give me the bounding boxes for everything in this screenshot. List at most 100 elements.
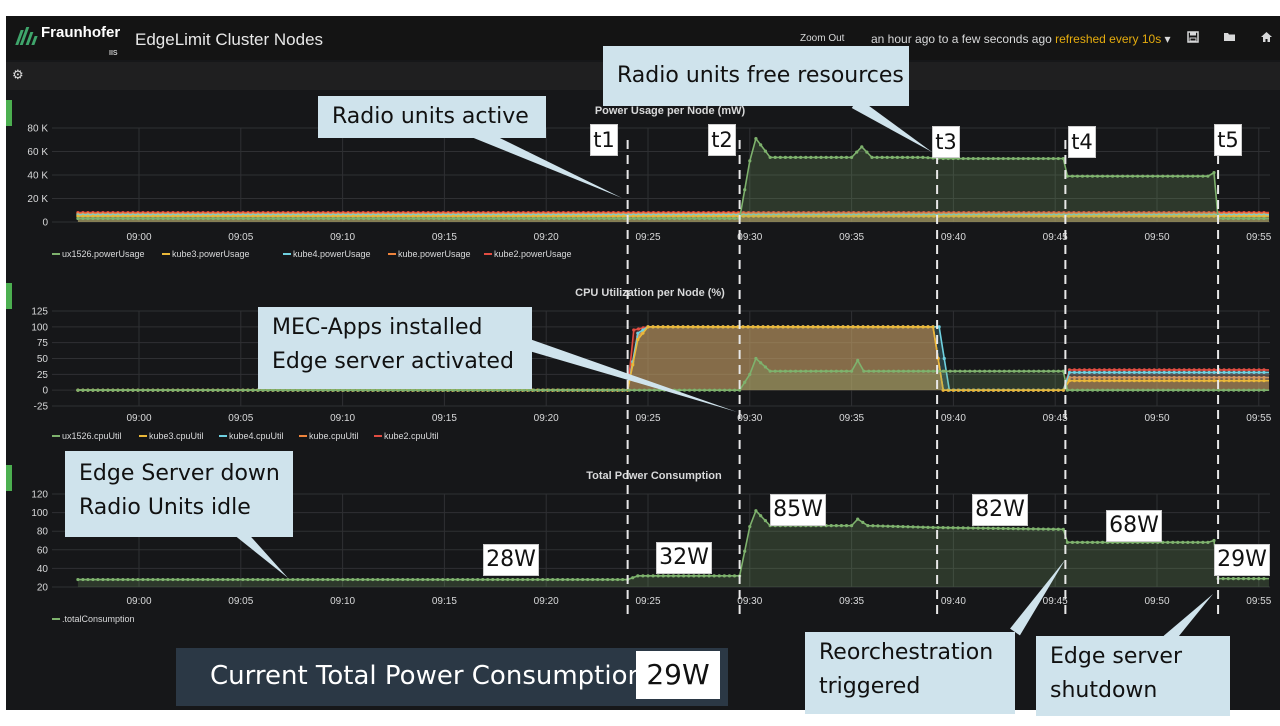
dashboard-title[interactable]: EdgeLimit Cluster Nodes [135,30,324,49]
time-range-text: an hour ago to a few seconds ago [871,32,1052,46]
data-point [856,325,860,329]
folder-icon[interactable] [1223,31,1237,46]
data-point [763,519,768,523]
data-point [773,155,777,159]
data-point [1092,379,1096,383]
x-tick-label: 09:50 [1144,232,1169,243]
data-point [686,325,690,329]
data-point [1036,527,1040,531]
data-point [542,388,546,392]
data-point [1182,379,1186,383]
data-point [1112,370,1116,375]
data-point [748,372,752,376]
data-point [1102,379,1106,383]
data-point [216,216,220,221]
data-point [442,388,446,392]
data-point [1031,156,1035,161]
save-icon[interactable] [1187,31,1199,46]
data-point [296,577,300,582]
data-point [211,577,215,582]
home-icon[interactable] [1260,31,1273,46]
gear-icon[interactable]: ⚙ [12,67,24,82]
time-range-picker[interactable]: an hour ago to a few seconds ago refresh… [871,32,1171,46]
data-point [1242,368,1246,372]
data-point [846,325,850,329]
data-point [351,577,355,582]
data-point [191,577,195,582]
data-point [121,216,125,221]
data-point [372,388,376,392]
data-point [1012,369,1016,373]
data-point [347,388,351,392]
data-point [865,150,869,154]
data-point [776,214,781,218]
data-point [532,216,536,221]
data-point [1247,388,1251,392]
data-point [1065,388,1070,392]
data-point [783,369,788,373]
data-point [1102,370,1106,375]
data-point [696,325,700,329]
data-point [942,214,946,218]
fraunhofer-logo[interactable]: Fraunhofer [15,24,120,46]
data-point [1016,156,1020,161]
data-point [839,155,844,159]
data-point [416,577,420,582]
data-point [712,216,717,221]
x-tick-label: 09:10 [330,596,355,607]
data-point [1172,375,1176,380]
data-point [1087,379,1092,383]
data-point [1131,388,1135,392]
data-point [801,325,805,329]
data-point [867,369,871,373]
data-point [1147,368,1151,372]
data-point [877,214,881,218]
x-tick-label: 09:15 [432,413,457,424]
data-point [412,388,416,392]
data-point [811,325,815,329]
data-point [91,577,95,582]
data-point [1042,214,1046,218]
data-point [371,577,375,582]
zoom-out-button[interactable]: Zoom Out [800,33,845,44]
data-point [1226,216,1230,221]
data-point [1107,368,1111,372]
data-point [856,358,860,362]
data-point [1016,527,1020,531]
data-point [791,214,796,218]
data-point [432,216,436,221]
data-point [1117,368,1121,372]
data-point [763,149,768,153]
x-tick-label: 09:05 [228,413,253,424]
data-point [101,214,105,218]
data-point [331,577,335,582]
data-point [1177,368,1181,372]
data-point [397,216,401,221]
data-point [871,325,875,329]
data-point [86,388,90,392]
data-point [1257,214,1261,218]
data-point [773,369,777,373]
data-point [834,155,838,159]
data-point [301,577,305,582]
legend-label: .totalConsumption [62,614,135,624]
data-point [256,577,260,582]
data-point [1236,216,1241,221]
data-point [296,388,301,392]
data-point [1127,368,1131,372]
data-point [607,388,611,392]
data-point [477,216,481,221]
data-point [1082,375,1087,380]
data-point [809,155,813,159]
data-point [1221,216,1225,221]
data-point [281,214,285,218]
data-point [986,526,990,530]
data-point [271,577,275,582]
data-point [567,388,571,392]
data-point [336,577,340,582]
data-point [156,577,160,582]
data-point [862,214,866,218]
data-point [722,388,727,392]
data-point [131,216,135,221]
data-point [1227,375,1231,380]
